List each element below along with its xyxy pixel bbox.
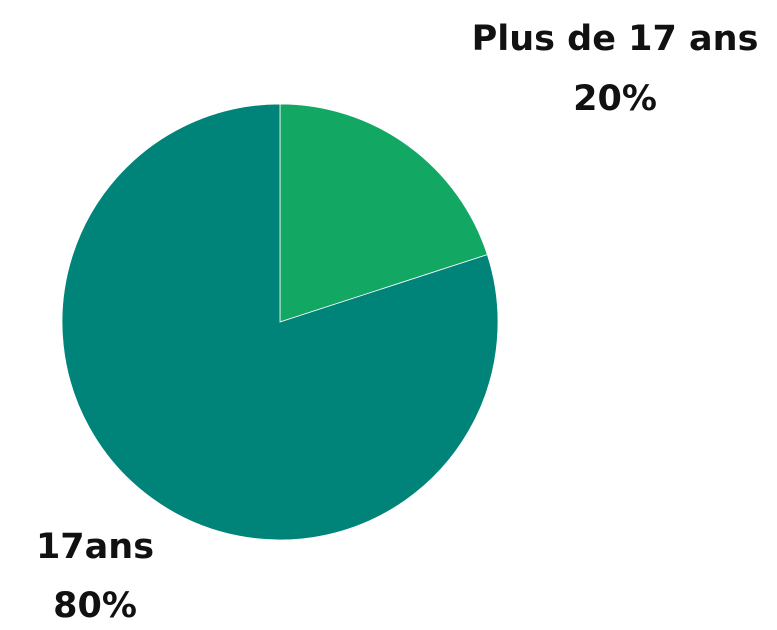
slice-value-label: 80%	[53, 586, 137, 626]
slice-value-label: 20%	[573, 79, 657, 119]
slice-label: Plus de 17 ans	[472, 19, 759, 59]
pie-slice	[279, 103, 488, 323]
pie-slice	[61, 103, 499, 541]
slice-label: 17ans	[36, 527, 154, 567]
